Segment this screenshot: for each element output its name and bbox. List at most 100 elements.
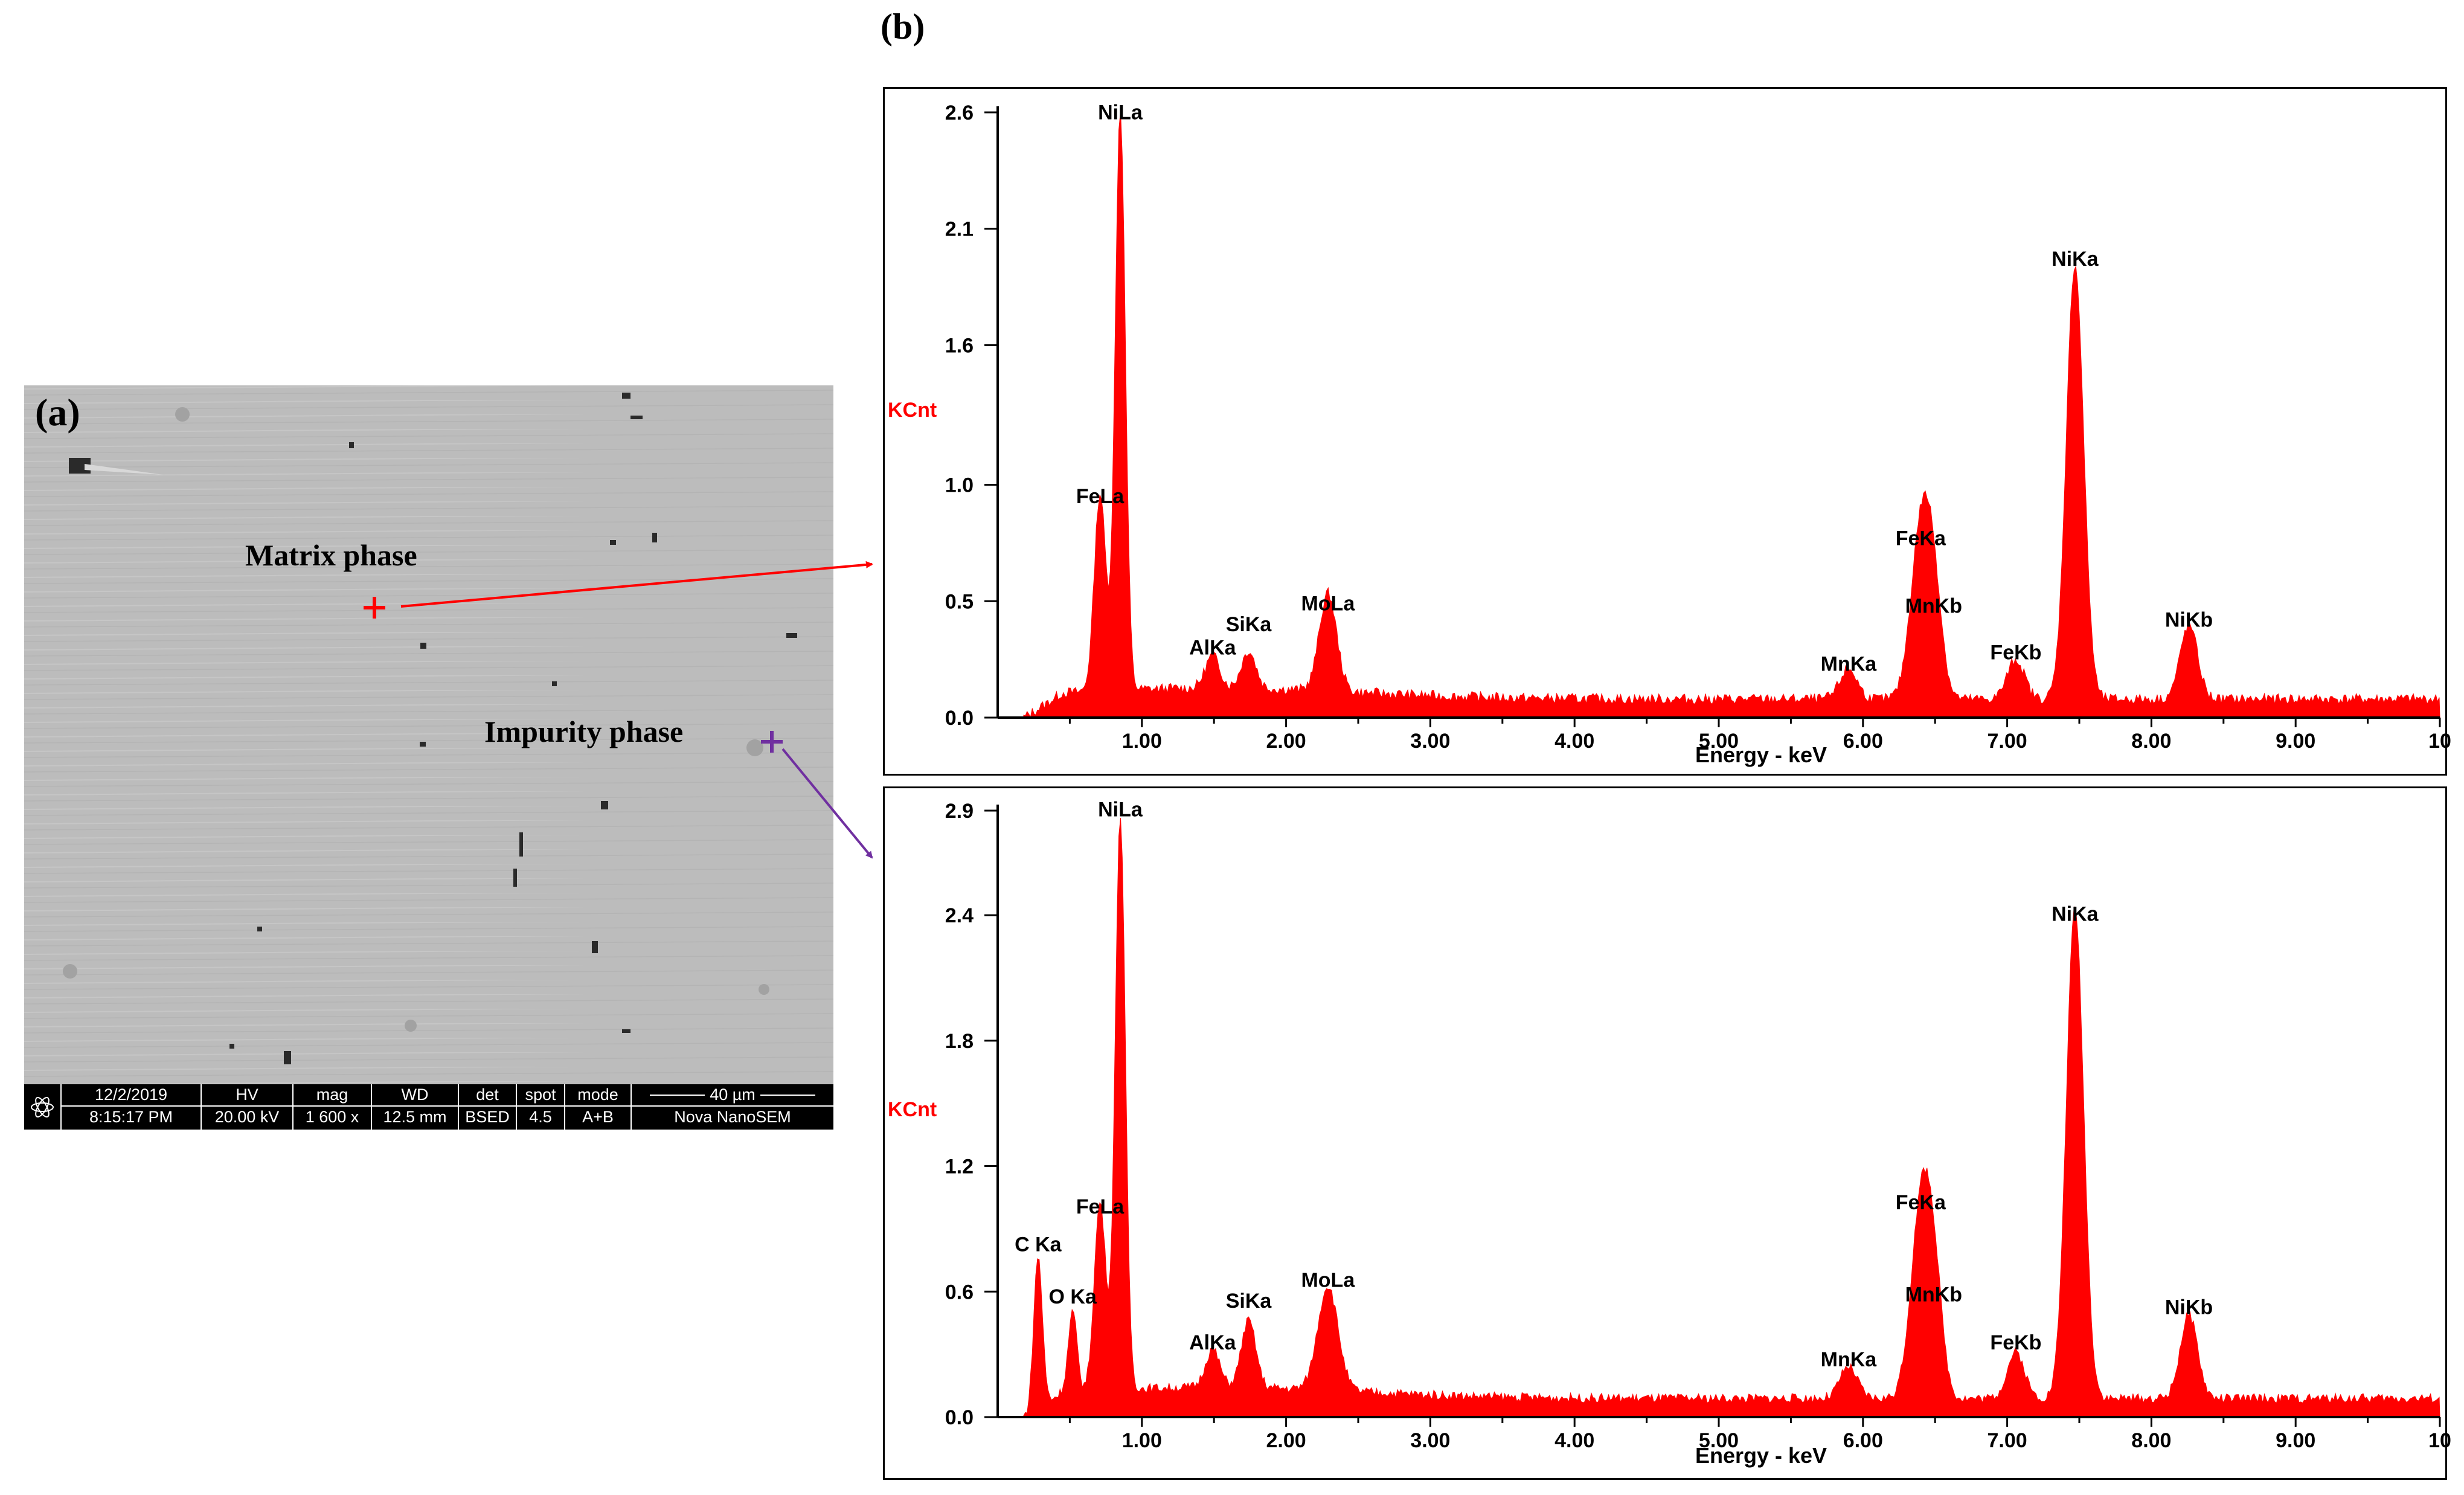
peak-label: FeKa [1896,1191,1946,1214]
sem-wd-label: WD [372,1084,458,1107]
x-tick-label: 2.00 [1266,1429,1306,1452]
y-tick-label: 0.0 [945,1406,974,1429]
sem-mag-label: mag [294,1084,371,1107]
peak-label: FeKa [1896,527,1946,550]
x-tick-label: 10 [2428,730,2451,753]
y-tick-label: 2.6 [945,101,974,124]
x-axis-label: Energy - keV [1695,1443,1827,1468]
sem-spot: spot 4.5 [517,1084,565,1130]
spectrum-impurity-chart: 0.0 0.6 1.2 1.8 2.4 2.9 KCnt 1.00 2.00 3.00 4.00 5.… [888,798,2451,1468]
y-tick-label: 0.5 [945,590,974,613]
peak-label: MoLa [1301,592,1355,615]
y-tick-label: 2.1 [945,218,974,241]
sem-instrument: Nova NanoSEM [674,1108,791,1126]
y-tick-label: 1.2 [945,1156,974,1178]
sem-hv: HV 20.00 kV [202,1084,294,1130]
sem-wd: WD 12.5 mm [372,1084,459,1130]
peak-label: NiKa [2052,248,2099,271]
peak-label: NiLa [1098,798,1143,821]
x-tick-label: 9.00 [2276,730,2315,753]
panel-a-label: (a) [35,391,80,434]
sem-date-time: 12/2/2019 8:15:17 PM [62,1084,202,1130]
x-tick-label: 5.00 [1699,1429,1739,1452]
peak-label: MnKa [1821,1348,1878,1371]
sem-logo-icon [31,1097,54,1117]
x-tick-label: 8.00 [2131,1429,2171,1452]
x-tick-label: 6.00 [1843,1429,1883,1452]
x-tick-label: 8.00 [2131,730,2171,753]
peak-label: NiLa [1098,101,1143,124]
y-axis-label: KCnt [888,399,937,422]
x-tick-label: 2.00 [1266,730,1306,753]
sem-wd-value: 12.5 mm [383,1108,447,1126]
sem-det-label: det [459,1084,516,1107]
x-tick-label: 7.00 [1988,730,2027,753]
x-axis-label: Energy - keV [1695,742,1827,767]
sem-mode: mode A+B [565,1084,632,1130]
peak-label: FeKb [1990,1331,2041,1354]
y-tick-label: 1.0 [945,474,974,497]
sem-micrograph: (a) Matrix phase Impurity phase 12/2/201… [24,385,833,1130]
sem-hv-label: HV [202,1084,292,1107]
peak-label: FeLa [1076,485,1125,508]
spectrum-matrix-chart: 0.0 0.5 1.0 1.6 2.1 2.6 KCnt 1.00 2.00 3.00 4.00 5.… [888,101,2451,767]
peak-label: NiKb [2165,608,2213,631]
peak-label: C Ka [1015,1233,1062,1256]
peak-label: SiKa [1226,1290,1272,1313]
peak-label: NiKa [2052,902,2099,925]
sem-date: 12/2/2019 [62,1084,201,1107]
x-tick-label: 9.00 [2276,1429,2315,1452]
y-tick-label: 2.9 [945,800,974,823]
y-tick-label: 1.6 [945,334,974,357]
peak-label: O Ka [1048,1285,1097,1308]
x-tick-label: 1.00 [1122,730,1162,753]
x-tick-label: 5.00 [1699,730,1739,753]
sem-scale-bar: 40 µm [632,1084,833,1107]
sem-mag: mag 1 600 x [294,1084,372,1130]
x-tick-label: 4.00 [1554,730,1594,753]
panel-b-label: (b) [881,7,925,47]
y-axis-label: KCnt [888,1098,937,1121]
sem-spot-value: 4.5 [529,1108,552,1126]
x-tick-label: 1.00 [1122,1429,1162,1452]
matrix-phase-label: Matrix phase [245,538,417,572]
x-tick-label: 3.00 [1410,1429,1450,1452]
sem-det-value: BSED [465,1108,510,1126]
x-tick-label: 4.00 [1554,1429,1594,1452]
x-tick-label: 6.00 [1843,730,1883,753]
sem-surface-texture [24,385,833,1084]
impurity-phase-label: Impurity phase [484,715,684,748]
peak-label: AlKa [1189,637,1237,660]
peak-label: MnKb [1905,1284,1962,1307]
impurity-arrow [781,748,873,859]
y-tick-label: 0.6 [945,1281,974,1304]
sem-spot-label: spot [517,1084,564,1107]
sem-info-bar: 12/2/2019 8:15:17 PM HV 20.00 kV mag 1 6… [24,1084,833,1130]
peak-label: AlKa [1189,1331,1237,1354]
x-tick-label: 7.00 [1988,1429,2027,1452]
sem-scale-label: 40 µm [705,1085,760,1104]
spectrum-fill [1023,818,2440,1418]
x-tick-label: 10 [2428,1429,2451,1452]
peak-label: MoLa [1301,1268,1355,1291]
peak-label: NiKb [2165,1296,2213,1319]
y-tick-label: 1.8 [945,1030,974,1053]
sem-hv-value: 20.00 kV [214,1108,280,1126]
phase-markers [364,561,873,859]
sem-mode-label: mode [565,1084,630,1107]
peak-label: MnKb [1905,594,1962,617]
peak-label: FeLa [1076,1195,1125,1218]
spectrum-fill [1023,111,2440,719]
peak-label: MnKa [1821,653,1878,676]
sem-mode-value: A+B [582,1108,614,1126]
peak-label: FeKb [1990,641,2041,664]
sem-mag-value: 1 600 x [305,1108,359,1126]
sem-det: det BSED [459,1084,517,1130]
sem-time: 8:15:17 PM [89,1108,173,1126]
y-tick-label: 0.0 [945,707,974,730]
peak-label: SiKa [1226,613,1272,636]
instrument-logo [24,1084,62,1130]
sem-scale: 40 µm Nova NanoSEM [632,1084,833,1130]
y-tick-label: 2.4 [945,904,974,927]
